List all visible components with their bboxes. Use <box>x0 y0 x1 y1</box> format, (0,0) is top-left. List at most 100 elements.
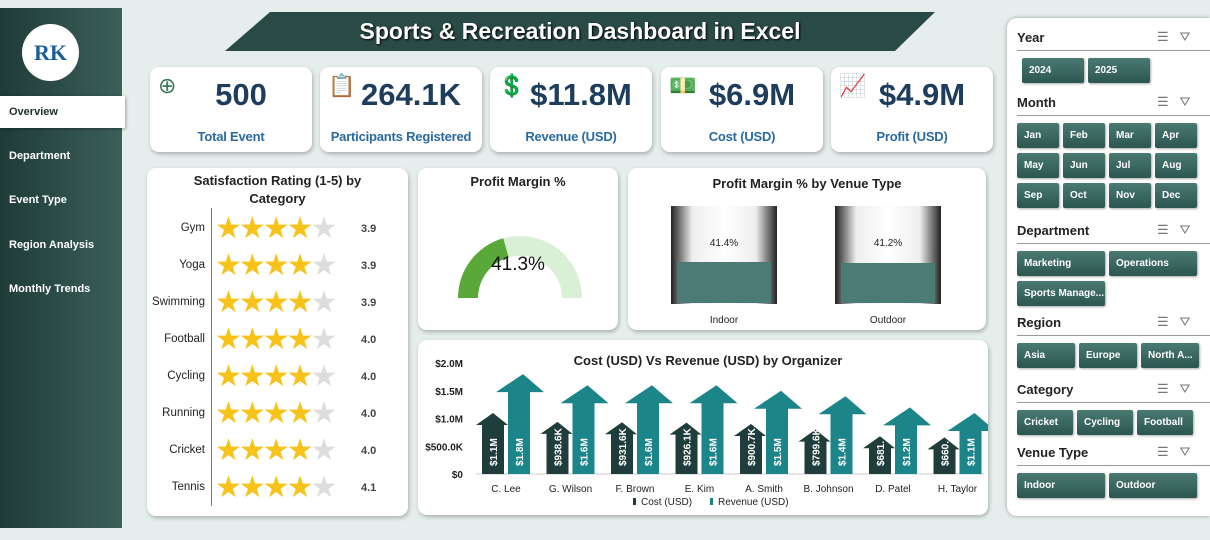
cash-icon: 💵 <box>669 73 697 98</box>
kpi-label: Cost (USD) <box>708 129 776 144</box>
slicer-button-category[interactable]: Cycling <box>1077 410 1133 435</box>
divider <box>1017 115 1210 116</box>
slicer-button-category[interactable]: Cricket <box>1017 410 1073 435</box>
star-rating-icon: ★★★★★ <box>215 249 337 282</box>
kpi-card-participants-registered: 📋 264.1K Participants Registered <box>320 67 482 152</box>
category-label: Cycling <box>167 370 205 382</box>
nav-region-analysis[interactable]: Region Analysis <box>9 239 95 251</box>
star-rating-icon: ★★★★★ <box>215 471 337 504</box>
slicer-title-month: Month <box>1017 95 1056 110</box>
cost-arrow-bar <box>734 424 766 474</box>
slicer-button-month[interactable]: Jan <box>1017 123 1059 148</box>
slicer-title-venue-type: Venue Type <box>1017 445 1089 460</box>
slicer-button-year[interactable]: 2024 <box>1022 58 1084 83</box>
multi-select-icon[interactable]: ☰ <box>1157 314 1169 329</box>
slicer-button-year[interactable]: 2025 <box>1088 58 1150 83</box>
data-label: $660. <box>941 441 952 466</box>
venue-value: 41.4% <box>709 238 739 249</box>
satisfaction-title: Satisfaction Rating (1-5) by Category <box>193 173 362 206</box>
rating-value: 4.1 <box>361 482 377 494</box>
axis-line <box>211 208 212 506</box>
cost-arrow-bar <box>798 429 831 474</box>
slicer-button-region[interactable]: Europe <box>1079 343 1137 368</box>
slicer-button-month[interactable]: Apr <box>1155 123 1197 148</box>
profit-margin-title: Profit Margin % <box>470 174 566 189</box>
category-label: Cricket <box>169 444 205 456</box>
clear-filter-icon[interactable]: ⛛ <box>1179 444 1191 459</box>
slicer-title-category: Category <box>1017 382 1074 397</box>
data-label: $799.6K <box>812 427 823 466</box>
satisfaction-panel: Satisfaction Rating (1-5) by Category Gy… <box>147 168 408 516</box>
slicer-button-month[interactable]: Aug <box>1155 153 1197 178</box>
clear-filter-icon[interactable]: ⛛ <box>1179 314 1191 329</box>
data-label: $681. <box>876 441 887 466</box>
category-label: Swimming <box>151 296 205 308</box>
slicer-button-department[interactable]: Operations <box>1109 251 1197 276</box>
cost-arrow-bar <box>669 422 702 474</box>
slicer-button-month[interactable]: May <box>1017 153 1059 178</box>
slicer-controls: ☰ ⛛ <box>1157 94 1190 110</box>
slicer-button-department[interactable]: Sports Manage... <box>1017 281 1105 306</box>
multi-select-icon[interactable]: ☰ <box>1157 444 1169 459</box>
multi-select-icon[interactable]: ☰ <box>1157 222 1169 237</box>
y-tick-label: $500.0K <box>425 442 464 453</box>
slicer-button-venue-type[interactable]: Outdoor <box>1109 473 1197 498</box>
category-label: Yoga <box>179 259 205 271</box>
slicer-controls: ☰ ⛛ <box>1157 381 1190 397</box>
slicer-button-month[interactable]: Jun <box>1063 153 1105 178</box>
kpi-card-cost-usd-: 💵 $6.9M Cost (USD) <box>661 67 823 152</box>
kpi-card-revenue-usd-: 💲 $11.8M Revenue (USD) <box>490 67 652 152</box>
nav-event-type[interactable]: Event Type <box>9 194 67 206</box>
divider <box>1017 50 1210 51</box>
data-label: $1.6M <box>709 438 720 466</box>
divider <box>1017 335 1210 336</box>
data-label: $1.1M <box>967 438 978 466</box>
clear-filter-icon[interactable]: ⛛ <box>1179 94 1191 109</box>
slicer-button-month[interactable]: Jul <box>1109 153 1151 178</box>
kpi-value: $11.8M <box>530 77 632 112</box>
nav-monthly-trends[interactable]: Monthly Trends <box>9 283 91 295</box>
rating-value: 3.9 <box>361 297 377 309</box>
x-tick-label: D. Patel <box>875 484 911 495</box>
data-label: $1.5M <box>773 438 784 466</box>
slicer-button-month[interactable]: Oct <box>1063 183 1105 208</box>
slicer-controls: ☰ ⛛ <box>1157 444 1190 460</box>
revenue-arrow-bar <box>883 407 931 474</box>
cost-arrow-bar <box>476 412 508 474</box>
nav-overview[interactable]: Overview <box>0 96 125 128</box>
y-tick-label: $2.0M <box>435 359 463 370</box>
slicer-button-department[interactable]: Marketing <box>1017 251 1105 276</box>
multi-select-icon[interactable]: ☰ <box>1157 29 1169 44</box>
clear-filter-icon[interactable]: ⛛ <box>1179 29 1191 44</box>
slicer-controls: ☰ ⛛ <box>1157 314 1190 330</box>
slicer-button-venue-type[interactable]: Indoor <box>1017 473 1105 498</box>
cost-arrow-bar <box>540 421 573 474</box>
divider <box>1017 465 1210 466</box>
data-label: $1.6M <box>580 438 591 466</box>
revenue-arrow-bar <box>560 385 609 474</box>
slicer-button-category[interactable]: Football <box>1137 410 1193 435</box>
slicer-button-region[interactable]: Asia <box>1017 343 1075 368</box>
clear-filter-icon[interactable]: ⛛ <box>1179 222 1191 237</box>
nav-department[interactable]: Department <box>9 150 71 162</box>
multi-select-icon[interactable]: ☰ <box>1157 94 1169 109</box>
slicer-controls: ☰ ⛛ <box>1157 29 1190 45</box>
bar-fill <box>677 262 771 303</box>
slicer-button-month[interactable]: Nov <box>1109 183 1151 208</box>
clear-filter-icon[interactable]: ⛛ <box>1179 381 1191 396</box>
revenue-arrow-bar <box>689 385 738 474</box>
slicer-button-month[interactable]: Mar <box>1109 123 1151 148</box>
category-label: Running <box>162 407 205 419</box>
venue-panel: Profit Margin % by Venue Type 41.4% Indoo… <box>628 168 986 330</box>
star-rating-icon: ★★★★★ <box>215 323 337 356</box>
slicer-button-month[interactable]: Feb <box>1063 123 1105 148</box>
data-label: $900.7K <box>747 427 758 466</box>
slicer-button-month[interactable]: Dec <box>1155 183 1197 208</box>
x-tick-label: G. Wilson <box>549 484 592 495</box>
multi-select-icon[interactable]: ☰ <box>1157 381 1169 396</box>
category-label: Gym <box>180 222 205 234</box>
slicer-button-region[interactable]: North A... <box>1141 343 1199 368</box>
slicer-button-month[interactable]: Sep <box>1017 183 1059 208</box>
legend-label: Revenue (USD) <box>718 497 789 508</box>
x-tick-label: C. Lee <box>491 484 521 495</box>
